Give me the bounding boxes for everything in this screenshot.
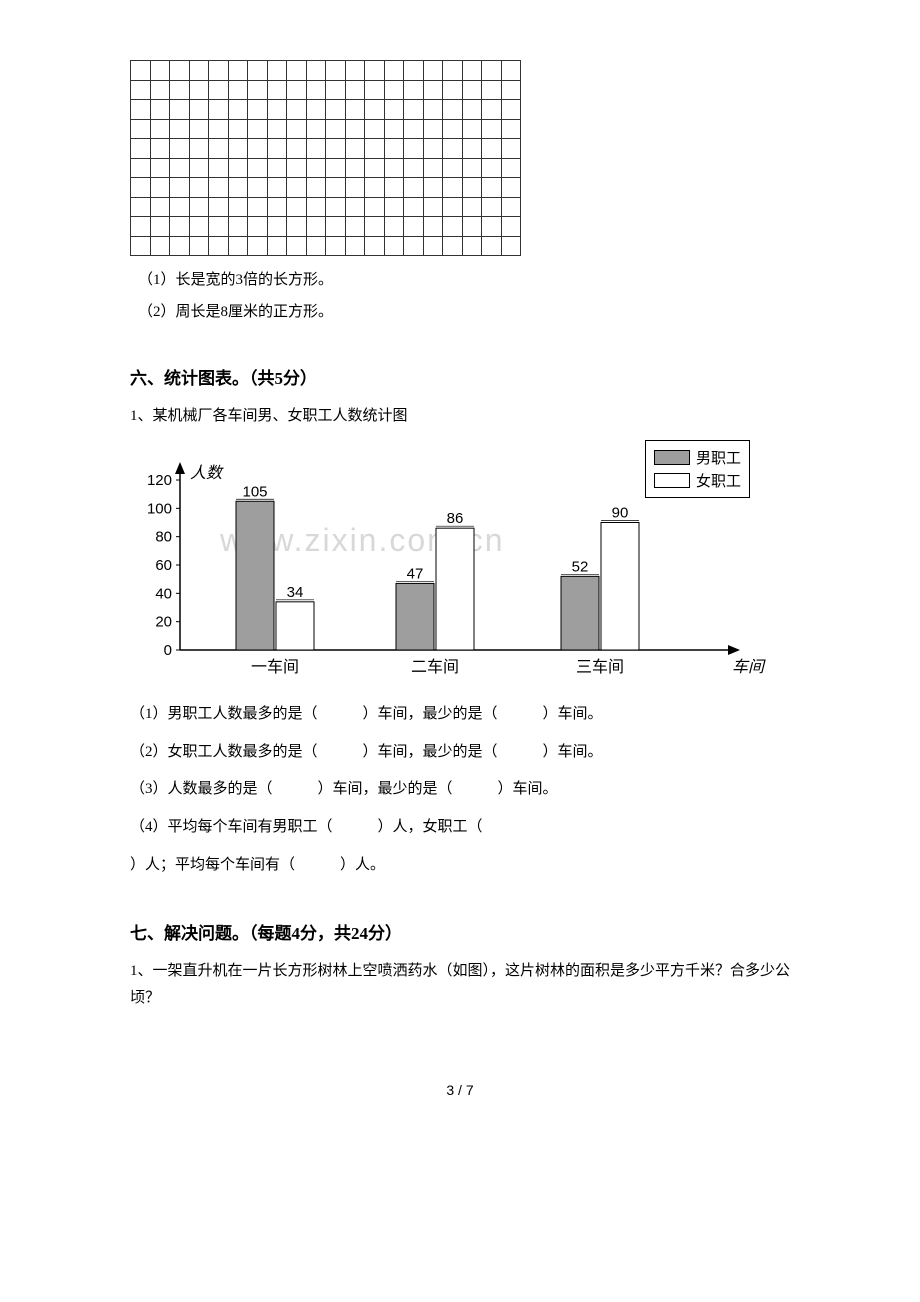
svg-text:二车间: 二车间	[411, 658, 459, 676]
svg-text:52: 52	[572, 558, 589, 575]
blank-3: （3）人数最多的是（ ）车间，最少的是（ ）车间。	[130, 777, 790, 803]
chart-legend: 男职工 女职工	[645, 440, 750, 498]
svg-text:20: 20	[155, 614, 172, 631]
svg-text:47: 47	[407, 565, 424, 582]
svg-text:34: 34	[287, 584, 304, 601]
section-6-q1: 1、某机械厂各车间男、女职工人数统计图	[130, 403, 790, 430]
blank-1: （1）男职工人数最多的是（ ）车间，最少的是（ ）车间。	[130, 702, 790, 728]
blank-4b: ）人；平均每个车间有（ ）人。	[130, 852, 790, 879]
legend-label-female: 女职工	[696, 470, 741, 491]
svg-text:120: 120	[147, 472, 172, 489]
svg-text:90: 90	[612, 505, 629, 522]
svg-text:100: 100	[147, 500, 172, 517]
svg-text:60: 60	[155, 557, 172, 574]
svg-text:86: 86	[447, 510, 464, 527]
svg-text:40: 40	[155, 585, 172, 602]
legend-swatch-female	[654, 473, 690, 488]
svg-text:一车间: 一车间	[251, 658, 299, 676]
svg-text:80: 80	[155, 529, 172, 546]
svg-text:车间: 车间	[732, 658, 766, 676]
blank-4a: （4）平均每个车间有男职工（ ）人，女职工（	[130, 815, 790, 841]
answer-grid	[130, 60, 521, 256]
sub-item-2: （2）周长是8厘米的正方形。	[138, 300, 790, 324]
sub-item-1: （1）长是宽的3倍的长方形。	[138, 268, 790, 292]
section-7-title: 七、解决问题。（每题4分，共24分）	[130, 919, 790, 944]
page-number: 3 / 7	[130, 1082, 790, 1098]
svg-text:0: 0	[164, 642, 172, 659]
blank-2: （2）女职工人数最多的是（ ）车间，最少的是（ ）车间。	[130, 740, 790, 766]
section-7-q1: 1、一架直升机在一片长方形树林上空喷洒药水（如图），这片树林的面积是多少平方千米…	[130, 958, 790, 1012]
legend-label-male: 男职工	[696, 447, 741, 468]
svg-text:105: 105	[242, 483, 267, 500]
svg-text:三车间: 三车间	[576, 658, 624, 676]
bar-chart-container: 男职工 女职工 www.zixin.com.cn 020406080100120…	[130, 440, 770, 690]
section-6-title: 六、统计图表。（共5分）	[130, 364, 790, 389]
svg-text:人数: 人数	[190, 464, 224, 482]
legend-swatch-male	[654, 450, 690, 465]
